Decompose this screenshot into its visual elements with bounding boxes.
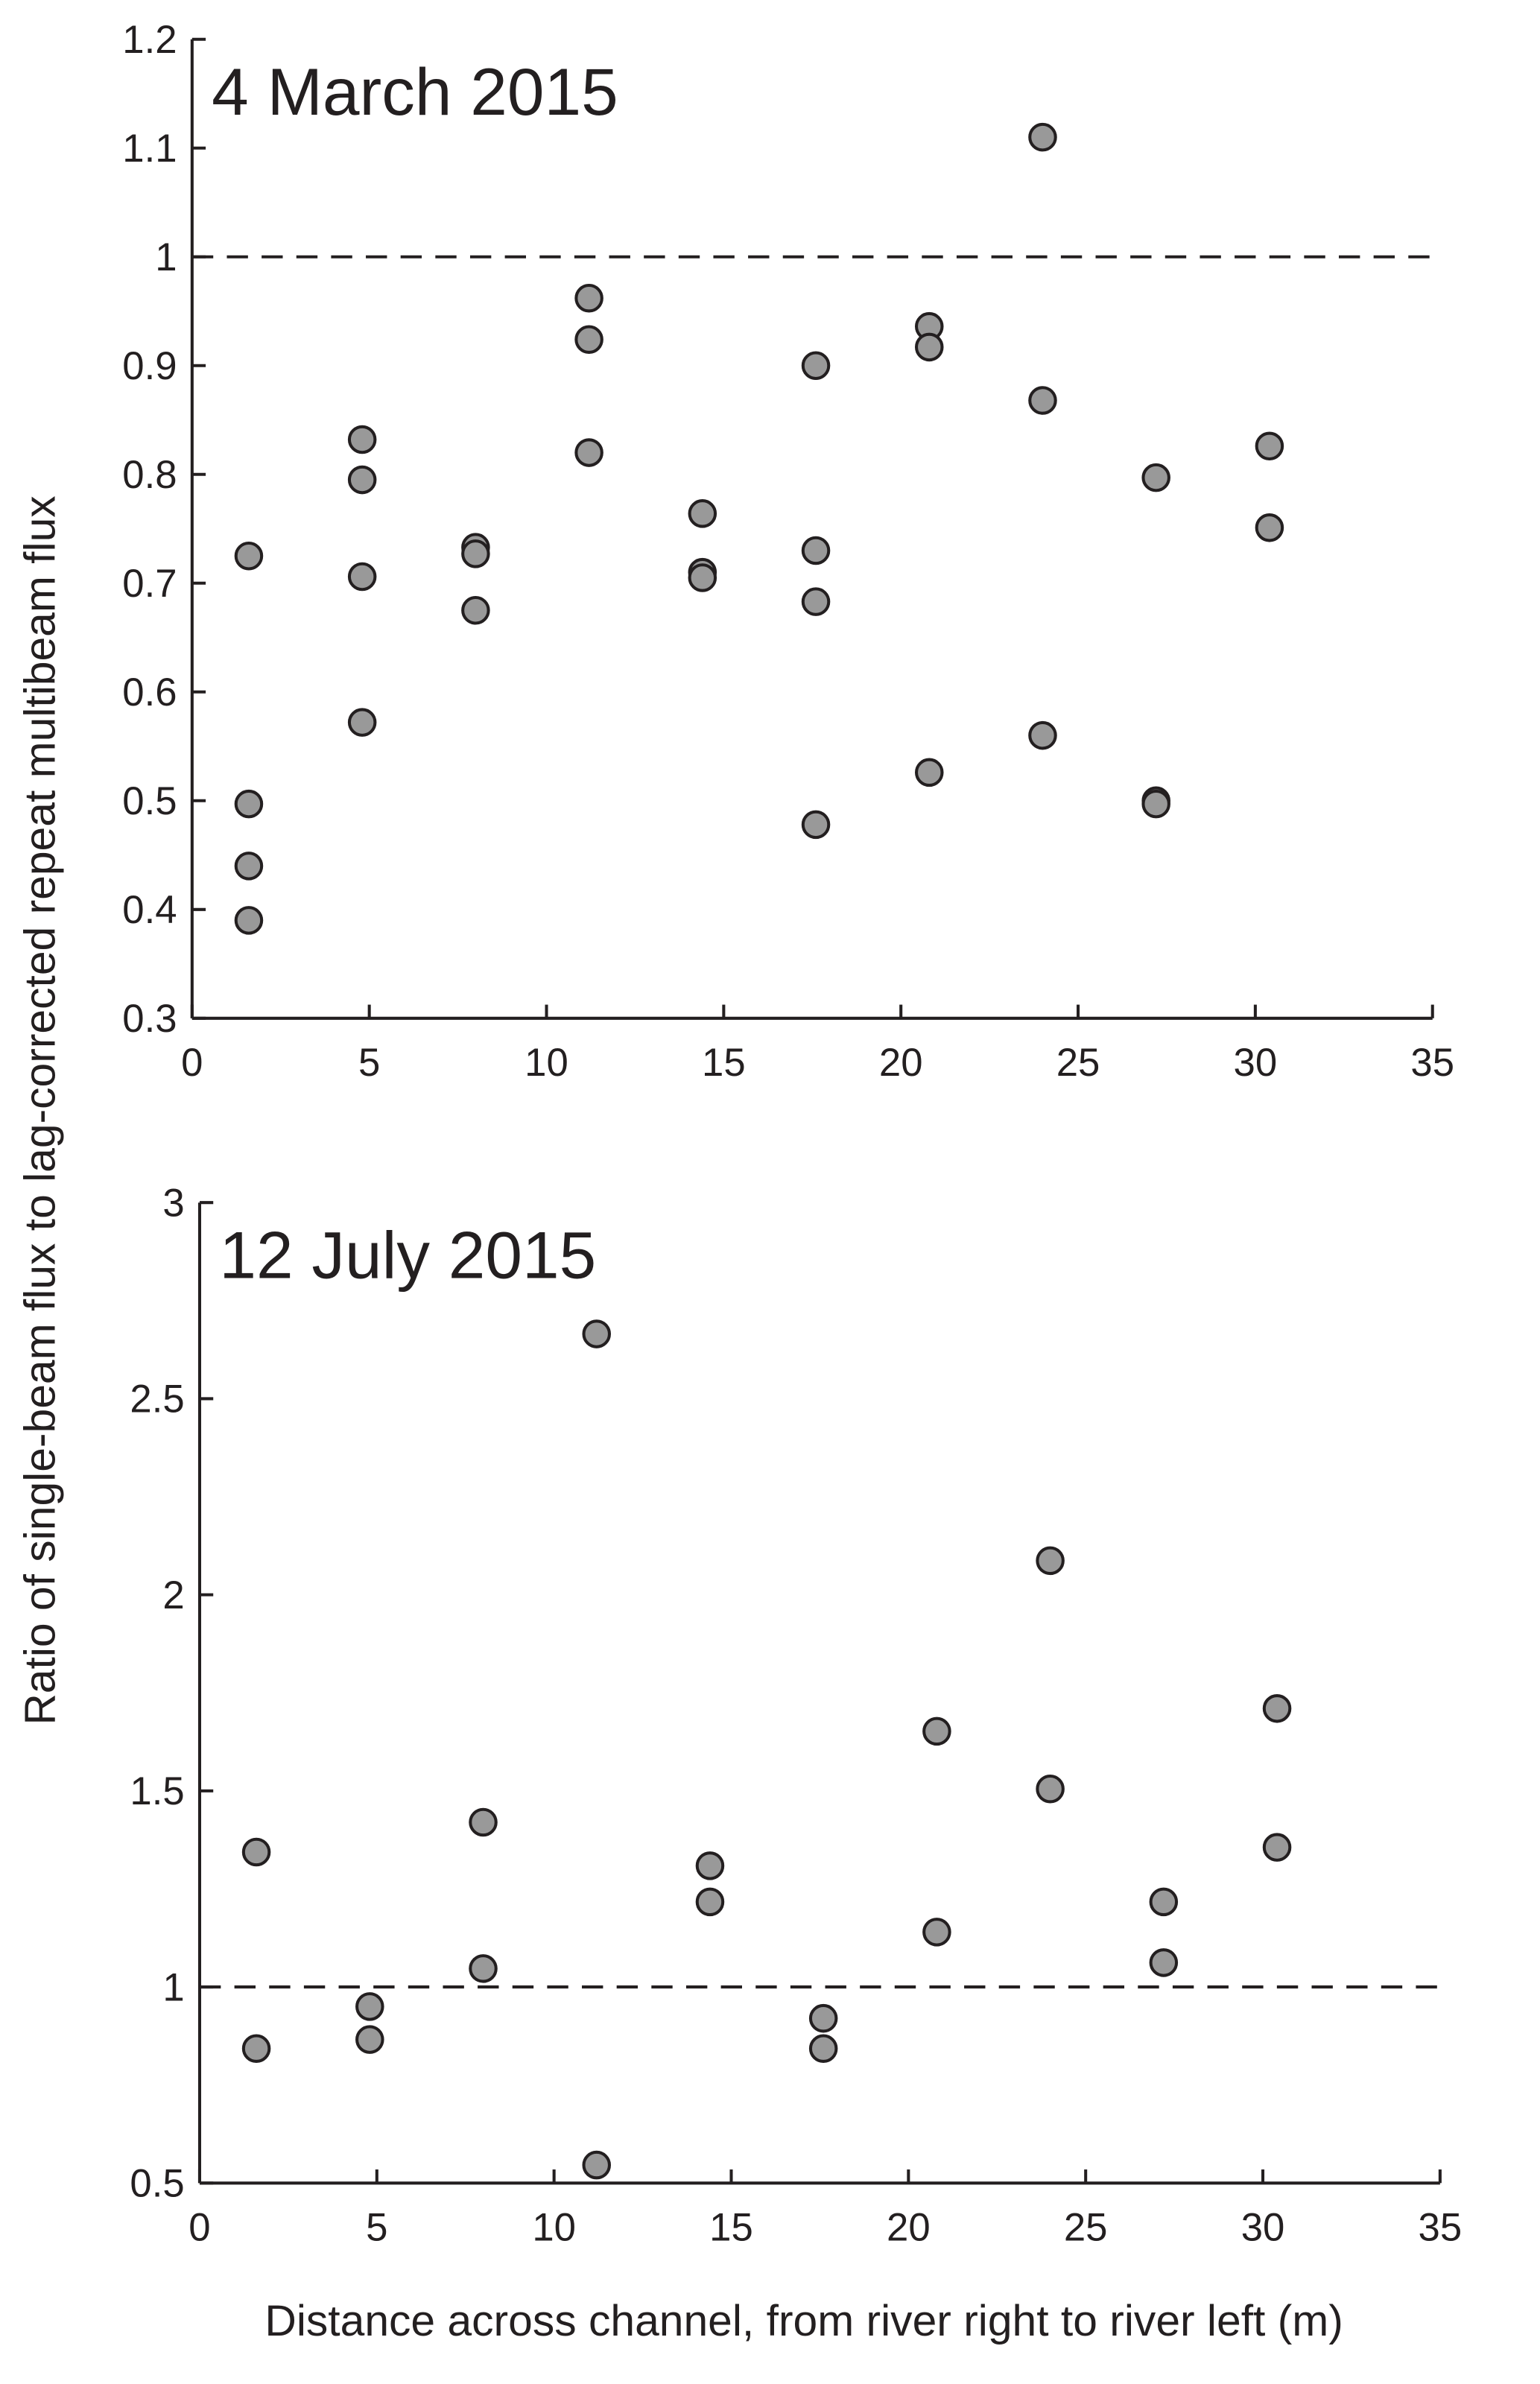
point	[355, 2025, 384, 2054]
chart-title: 4 March 2015	[212, 54, 618, 129]
point	[574, 325, 603, 354]
x-tick-label: 10	[532, 2205, 576, 2249]
point	[582, 1319, 612, 1348]
x-tick-label: 10	[525, 1041, 568, 1085]
point	[688, 499, 717, 528]
point	[234, 789, 264, 819]
y-axis-label: Ratio of single-beam flux to lag-correct…	[16, 495, 64, 1725]
x-tick-label: 15	[702, 1041, 746, 1085]
point	[1036, 1774, 1065, 1804]
point	[914, 332, 944, 362]
y-tick-label: 1.5	[130, 1769, 184, 1813]
point	[1262, 1694, 1292, 1723]
point	[574, 283, 603, 313]
y-tick-label: 0.9	[122, 344, 177, 388]
point	[695, 1887, 725, 1917]
point	[695, 1851, 725, 1880]
point	[808, 2034, 838, 2063]
point	[1149, 1948, 1179, 1977]
y-tick-label: 1.1	[122, 127, 177, 171]
y-tick-label: 0.3	[122, 997, 177, 1041]
x-tick-label: 25	[1064, 2205, 1108, 2249]
point	[234, 852, 264, 881]
point	[234, 541, 264, 571]
point	[1262, 1833, 1292, 1862]
y-tick-label: 0.6	[122, 670, 177, 714]
point	[1028, 122, 1057, 152]
point	[241, 2034, 271, 2063]
point	[347, 562, 377, 592]
point	[688, 563, 717, 592]
point	[241, 1837, 271, 1867]
x-tick-label: 35	[1419, 2205, 1463, 2249]
point	[1028, 720, 1057, 750]
chart-title: 12 July 2015	[219, 1218, 596, 1293]
point	[801, 810, 831, 840]
point	[1149, 1887, 1179, 1917]
y-tick-label: 0.5	[122, 779, 177, 823]
y-tick-label: 1	[162, 1965, 184, 2009]
y-tick-label: 0.5	[130, 2162, 184, 2206]
y-tick-label: 2.5	[130, 1378, 184, 1421]
point	[347, 465, 377, 495]
point	[355, 1992, 384, 2021]
point	[1036, 1546, 1065, 1576]
point	[801, 351, 831, 381]
point	[1255, 513, 1284, 542]
point	[469, 1954, 498, 1983]
point	[801, 587, 831, 616]
x-tick-label: 5	[366, 2205, 387, 2249]
y-tick-label: 0.7	[122, 562, 177, 606]
point	[922, 1918, 951, 1947]
point	[347, 425, 377, 454]
y-tick-label: 0.4	[122, 888, 177, 932]
point	[234, 906, 264, 935]
y-tick-label: 1.2	[122, 18, 177, 62]
y-tick-label: 2	[162, 1573, 184, 1617]
point	[914, 758, 944, 787]
x-tick-label: 30	[1241, 2205, 1285, 2249]
point	[922, 1716, 951, 1746]
point	[461, 596, 490, 625]
x-tick-label: 30	[1234, 1041, 1278, 1085]
y-tick-label: 3	[162, 1181, 184, 1225]
x-tick-label: 5	[358, 1041, 380, 1085]
point	[1255, 431, 1284, 461]
point	[1028, 386, 1057, 415]
point	[347, 708, 377, 737]
y-tick-label: 1	[155, 235, 177, 279]
x-tick-label: 20	[879, 1041, 923, 1085]
point	[801, 536, 831, 565]
x-tick-label: 35	[1410, 1041, 1454, 1085]
point	[461, 539, 490, 568]
x-tick-label: 15	[709, 2205, 753, 2249]
point	[808, 2003, 838, 2033]
point	[574, 438, 603, 467]
x-tick-label: 25	[1056, 1041, 1100, 1085]
point	[582, 2150, 612, 2180]
point	[1141, 789, 1170, 819]
y-tick-label: 0.8	[122, 453, 177, 497]
x-tick-label: 20	[887, 2205, 931, 2249]
x-tick-label: 0	[181, 1041, 203, 1085]
x-tick-label: 0	[188, 2205, 210, 2249]
point	[1141, 463, 1170, 492]
point	[469, 1807, 498, 1837]
x-axis-label: Distance across channel, from river righ…	[264, 2297, 1343, 2345]
